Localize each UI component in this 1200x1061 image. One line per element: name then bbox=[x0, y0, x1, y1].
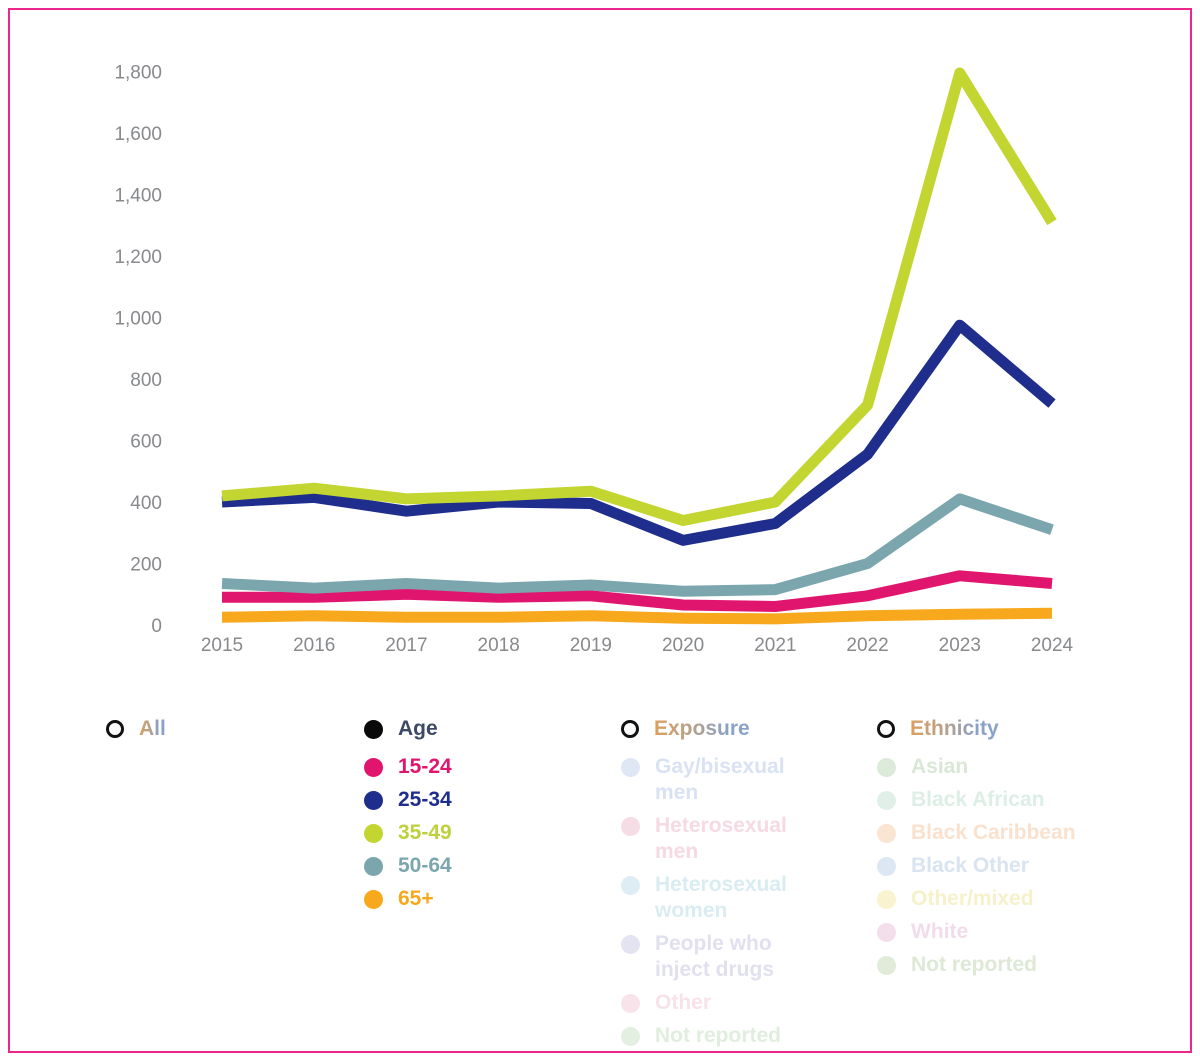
legend-item-not-reported[interactable]: Not reported bbox=[877, 952, 1087, 978]
legend-item-other[interactable]: Other bbox=[621, 990, 803, 1016]
legend-group-ethnicity: Ethnicity Asian Black African Black Caribb… bbox=[877, 716, 1087, 985]
legend-dot-icon[interactable] bbox=[877, 790, 896, 810]
legend-group-age: Age 15-24 25-34 35-49 50-64 65+ bbox=[364, 716, 564, 919]
legend-dot-icon[interactable] bbox=[364, 823, 383, 843]
legend-dot-icon[interactable] bbox=[621, 934, 640, 954]
legend-item-not-reported[interactable]: Not reported bbox=[621, 1023, 803, 1049]
series-line-35-49 bbox=[221, 67, 1057, 526]
legend-item-asian[interactable]: Asian bbox=[877, 754, 1087, 780]
legend-item-label[interactable]: Gay/bisexual men bbox=[655, 755, 785, 804]
legend-group-label-exposure[interactable]: Exposure bbox=[654, 717, 750, 740]
legend-item-label[interactable]: 35-49 bbox=[398, 821, 452, 844]
legend-item-black-caribbean[interactable]: Black Caribbean bbox=[877, 820, 1087, 846]
x-axis-tick-label: 2020 bbox=[662, 635, 704, 656]
y-axis-tick-label: 600 bbox=[130, 432, 162, 453]
legend-group-all: All bbox=[106, 716, 306, 754]
legend-item-label[interactable]: Not reported bbox=[911, 953, 1037, 976]
x-axis-tick-label: 2018 bbox=[478, 635, 520, 656]
y-axis-tick-label: 400 bbox=[130, 493, 162, 514]
legend-item-heterosexual-women[interactable]: Heterosexual women bbox=[621, 872, 803, 924]
x-axis-tick-label: 2021 bbox=[754, 635, 796, 656]
legend-item-65+[interactable]: 65+ bbox=[364, 886, 564, 912]
legend-item-black-other[interactable]: Black Other bbox=[877, 853, 1087, 879]
legend-group-label-ethnicity[interactable]: Ethnicity bbox=[910, 717, 999, 740]
y-axis-tick-label: 1,400 bbox=[114, 186, 162, 207]
y-axis-tick-label: 1,200 bbox=[114, 247, 162, 268]
y-axis-tick-label: 1,600 bbox=[114, 124, 162, 145]
legend-item-25-34[interactable]: 25-34 bbox=[364, 787, 564, 813]
x-axis-tick-label: 2015 bbox=[201, 635, 243, 656]
legend-item-label[interactable]: People who inject drugs bbox=[655, 932, 775, 981]
legend-item-label[interactable]: Black Caribbean bbox=[911, 821, 1076, 844]
legend-dot-icon[interactable] bbox=[877, 823, 896, 843]
legend-item-gay-bisexual-men[interactable]: Gay/bisexual men bbox=[621, 754, 803, 806]
series-line-25-34 bbox=[221, 319, 1056, 546]
series-line-15-24 bbox=[222, 570, 1053, 612]
y-axis-tick-label: 0 bbox=[151, 616, 162, 637]
legend-item-white[interactable]: White bbox=[877, 919, 1087, 945]
legend-item-35-49[interactable]: 35-49 bbox=[364, 820, 564, 846]
legend-item-label[interactable]: Heterosexual men bbox=[655, 814, 787, 863]
legend-dot-icon[interactable] bbox=[621, 1026, 640, 1046]
radio-unselected-icon-exposure[interactable] bbox=[621, 720, 639, 738]
x-axis-tick-label: 2019 bbox=[570, 635, 612, 656]
legend-dot-icon[interactable] bbox=[877, 856, 896, 876]
radio-unselected-icon-all[interactable] bbox=[106, 720, 124, 738]
legend-item-label[interactable]: Black Other bbox=[911, 854, 1029, 877]
legend-item-label[interactable]: 65+ bbox=[398, 887, 434, 910]
y-axis-tick-label: 200 bbox=[130, 555, 162, 576]
legend-item-label[interactable]: Other/mixed bbox=[911, 887, 1034, 910]
legend-item-label[interactable]: Asian bbox=[911, 755, 969, 778]
x-axis-tick-label: 2022 bbox=[846, 635, 888, 656]
legend-dot-icon[interactable] bbox=[621, 875, 640, 895]
legend-item-label[interactable]: White bbox=[911, 920, 969, 943]
legend-dot-icon[interactable] bbox=[364, 790, 383, 810]
legend-dot-icon[interactable] bbox=[364, 856, 383, 876]
legend-group-exposure: Exposure Gay/bisexual men Heterosexual me… bbox=[621, 716, 803, 1056]
legend-group-label-age[interactable]: Age bbox=[398, 717, 438, 740]
legend-dot-icon[interactable] bbox=[877, 889, 896, 909]
series-line-65- bbox=[221, 607, 1053, 625]
legend-radio-age[interactable]: Age bbox=[364, 716, 564, 742]
legend-item-label[interactable]: 50-64 bbox=[398, 854, 452, 877]
legend-group-label-all[interactable]: All bbox=[139, 717, 166, 740]
age-trend-line-chart: 0 200 400 600 800 1,000 1,200 1,400 1,600 1,800 20… bbox=[114, 63, 1074, 657]
series-line-50-64 bbox=[221, 493, 1054, 597]
legend-item-people-who-inject-drugs[interactable]: People who inject drugs bbox=[621, 931, 803, 983]
legend-dot-icon[interactable] bbox=[364, 889, 383, 909]
x-axis-tick-label: 2024 bbox=[1031, 635, 1074, 656]
y-axis-tick-label: 1,000 bbox=[114, 309, 162, 330]
legend-radio-exposure[interactable]: Exposure bbox=[621, 716, 803, 742]
y-axis-tick-label: 800 bbox=[130, 370, 162, 391]
x-axis-tick-label: 2023 bbox=[939, 635, 981, 656]
legend-dot-icon[interactable] bbox=[621, 993, 640, 1013]
legend-radio-ethnicity[interactable]: Ethnicity bbox=[877, 716, 1087, 742]
radio-selected-icon-age[interactable] bbox=[364, 719, 383, 739]
legend-item-15-24[interactable]: 15-24 bbox=[364, 754, 564, 780]
legend-item-50-64[interactable]: 50-64 bbox=[364, 853, 564, 879]
legend-item-black-african[interactable]: Black African bbox=[877, 787, 1087, 813]
legend-item-heterosexual-men[interactable]: Heterosexual men bbox=[621, 813, 803, 865]
legend-item-label[interactable]: Not reported bbox=[655, 1024, 781, 1047]
legend-item-label[interactable]: Black African bbox=[911, 788, 1045, 811]
legend-item-label[interactable]: 25-34 bbox=[398, 788, 452, 811]
legend-dot-icon[interactable] bbox=[621, 757, 640, 777]
x-axis-tick-label: 2017 bbox=[385, 635, 427, 656]
legend-item-label[interactable]: Heterosexual women bbox=[655, 873, 787, 922]
y-axis-tick-label: 1,800 bbox=[114, 63, 162, 84]
radio-unselected-icon-ethnicity[interactable] bbox=[877, 720, 895, 738]
legend-dot-icon[interactable] bbox=[877, 955, 896, 975]
legend-dot-icon[interactable] bbox=[877, 757, 896, 777]
legend-item-label[interactable]: 15-24 bbox=[398, 755, 452, 778]
legend-dot-icon[interactable] bbox=[621, 816, 640, 836]
x-axis-tick-label: 2016 bbox=[293, 635, 335, 656]
legend-radio-all[interactable]: All bbox=[106, 716, 306, 742]
legend-dot-icon[interactable] bbox=[364, 757, 383, 777]
legend-item-other-mixed[interactable]: Other/mixed bbox=[877, 886, 1087, 912]
legend-dot-icon[interactable] bbox=[877, 922, 896, 942]
legend-item-label[interactable]: Other bbox=[655, 991, 712, 1014]
